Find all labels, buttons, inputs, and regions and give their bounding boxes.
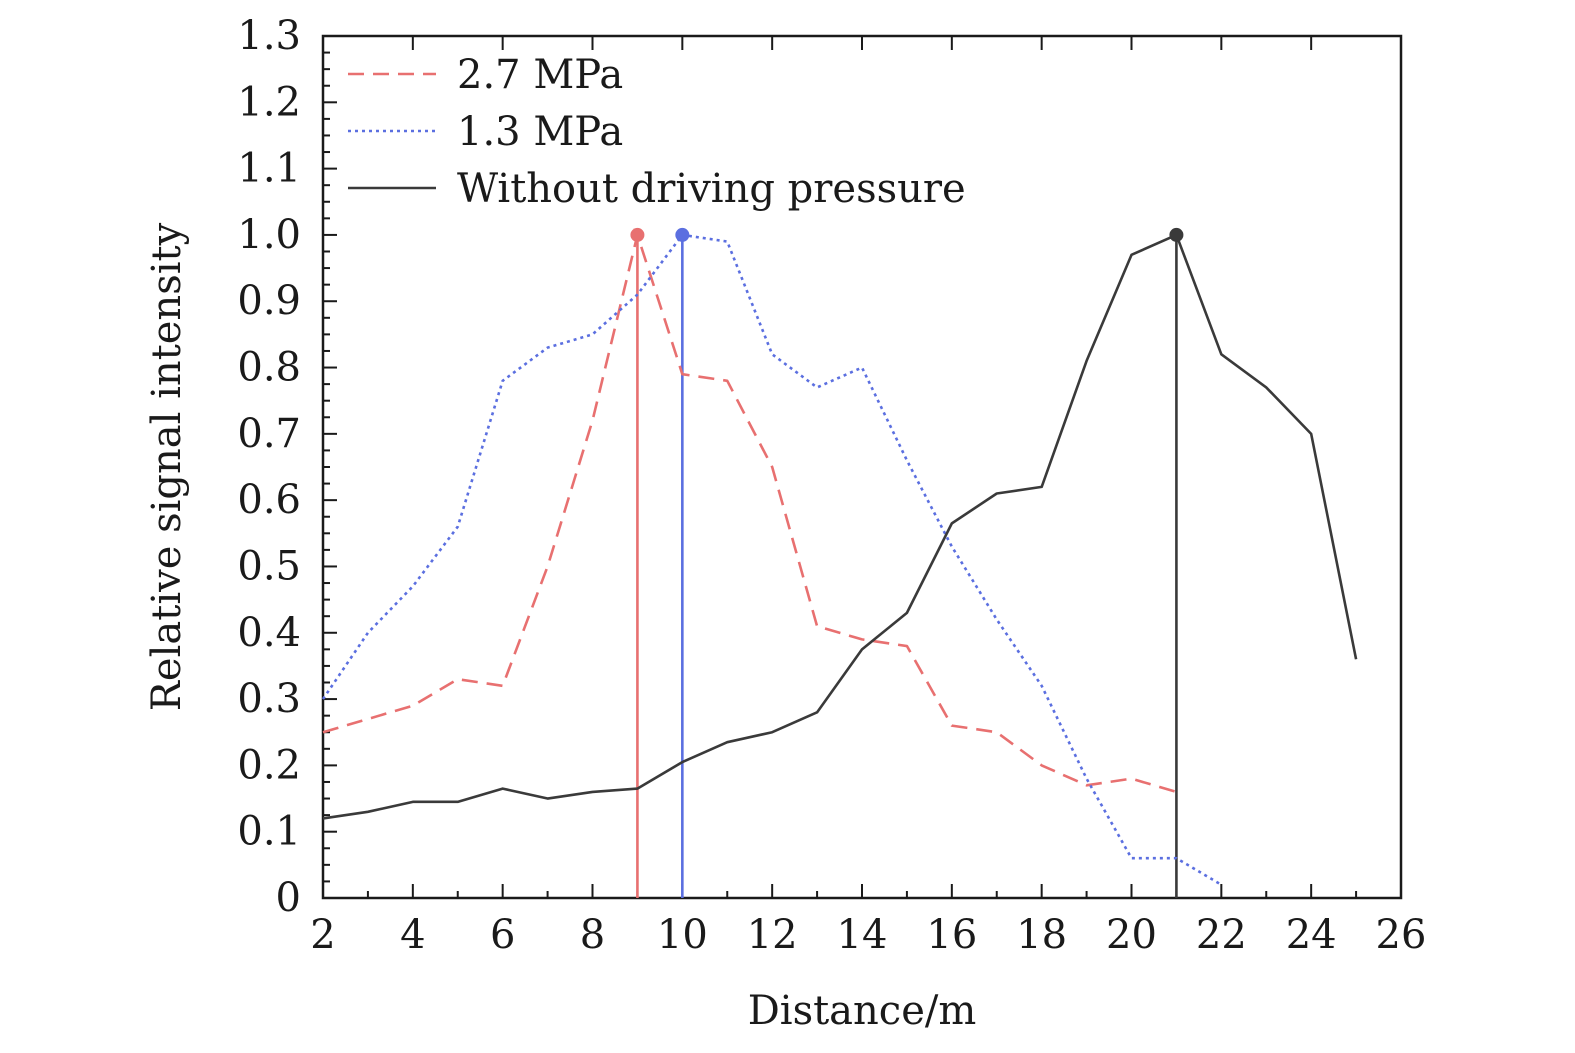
y-tick-label: 0.8 — [237, 345, 301, 391]
x-tick-label: 6 — [490, 912, 515, 958]
series-lines — [321, 233, 1358, 886]
series-line-0 — [322, 233, 1177, 794]
x-tick-label: 18 — [1016, 912, 1067, 958]
y-tick-label: 0.1 — [237, 809, 301, 855]
x-tick-label: 8 — [580, 912, 605, 958]
x-tick-label: 20 — [1106, 912, 1157, 958]
x-tick-label: 2 — [310, 912, 335, 958]
peak-point-series-2 — [1169, 227, 1184, 242]
legend-label-series-1: 1.3 MPa — [457, 109, 623, 155]
y-tick-label: 1.3 — [237, 13, 301, 59]
x-tick-label: 24 — [1286, 912, 1337, 958]
legend-label-series-2: Without driving pressure — [457, 166, 966, 212]
x-tick-label: 12 — [747, 912, 798, 958]
y-tick-label: 0.5 — [237, 543, 301, 589]
y-tick-label: 1.0 — [237, 212, 301, 258]
y-tick-label: 0 — [276, 875, 301, 921]
x-tick-label: 14 — [837, 912, 888, 958]
y-tick-label: 0.3 — [237, 676, 301, 722]
y-tick-label: 0.9 — [237, 278, 301, 324]
legend-label-series-0: 2.7 MPa — [457, 52, 623, 98]
x-tick-label: 26 — [1376, 912, 1427, 958]
y-tick-label: 0.7 — [237, 411, 301, 457]
peak-points — [630, 227, 1184, 242]
peak-lines — [636, 234, 1178, 898]
x-tick-label: 16 — [926, 912, 977, 958]
x-axis-title: Distance/m — [748, 988, 977, 1034]
x-tick-label: 22 — [1196, 912, 1247, 958]
x-tick-label: 10 — [657, 912, 708, 958]
peak-point-series-1 — [675, 227, 690, 242]
peak-point-series-0 — [630, 227, 645, 242]
y-tick-label: 0.2 — [237, 742, 301, 788]
tick-labels: 2 4 6 8 10 12 14 16 18 20 22 24 2600.10.20.30.40.50.… — [237, 13, 1426, 958]
series-line-1 — [321, 233, 1222, 886]
y-tick-label: 0.6 — [237, 477, 301, 523]
y-tick-label: 1.1 — [237, 146, 301, 192]
series-line-2 — [322, 233, 1358, 820]
y-tick-label: 0.4 — [237, 610, 301, 656]
x-tick-label: 4 — [400, 912, 425, 958]
legend: 2.7 MPa 1.3 MPa Without driving pressure — [348, 52, 966, 212]
y-axis-title: Relative signal intensity — [144, 222, 190, 711]
y-tick-label: 1.2 — [237, 79, 301, 125]
